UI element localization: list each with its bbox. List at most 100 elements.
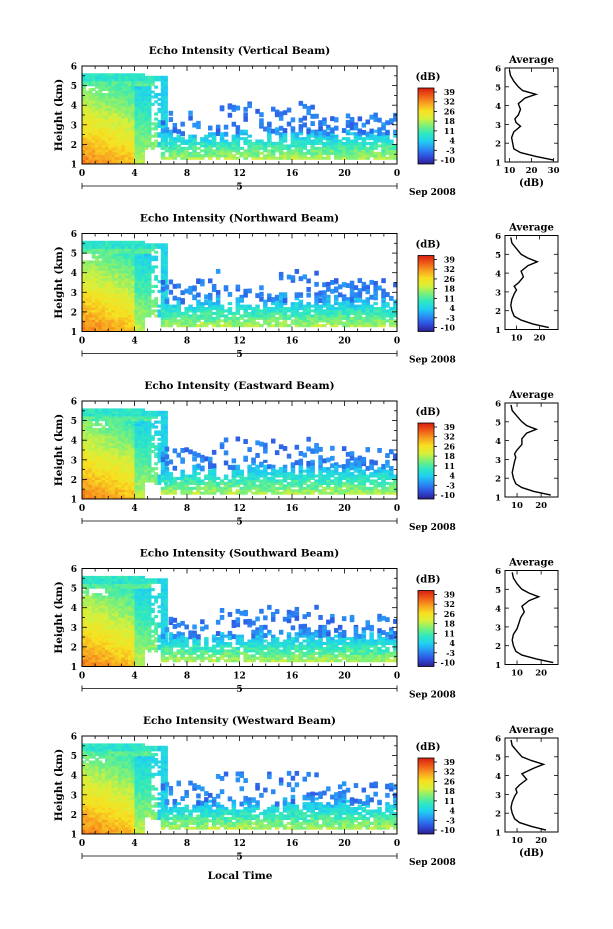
y-tick-label: 4 [71, 269, 77, 279]
colorbar-tick-label: 26 [444, 776, 456, 786]
x-tick-label: 20 [338, 839, 351, 849]
avg-y-tick-label: 6 [495, 567, 501, 577]
x-tick-label: 16 [286, 672, 299, 682]
x-tick-label: 8 [184, 169, 190, 179]
avg-y-tick-label: 6 [495, 65, 501, 75]
avg-y-tick-label: 3 [495, 623, 501, 633]
colorbar-tick-label: 18 [444, 284, 456, 294]
colorbar-tick-label: -3 [446, 145, 455, 155]
y-tick-label: 6 [71, 63, 77, 73]
x-tick-label: 20 [338, 337, 351, 347]
colorbar-tick-label: 32 [444, 599, 455, 609]
colorbar-tick-label: -10 [441, 658, 456, 668]
avg-y-tick-label: 1 [495, 661, 501, 671]
x-tick-label: 20 [338, 169, 351, 179]
x-tick-label: 12 [233, 839, 246, 849]
panel-title: Echo Intensity (Southward Beam) [140, 548, 339, 560]
date-label: Sep 2008 [409, 356, 456, 366]
avg-y-tick-label: 5 [495, 418, 501, 428]
avg-x-label: (dB) [519, 178, 544, 189]
x-tick-label: 12 [233, 337, 246, 347]
colorbar [417, 757, 435, 835]
y-tick-label: 1 [71, 831, 77, 841]
y-tick-label: 6 [71, 230, 77, 240]
average-profile-line [510, 404, 551, 496]
colorbar-tick-label: -10 [441, 825, 456, 835]
avg-x-tick-label: 20 [534, 334, 546, 344]
day-label: 5 [236, 350, 242, 360]
avg-y-tick-label: 1 [495, 159, 501, 169]
colorbar-unit: (dB) [416, 742, 441, 753]
x-tick-label: 12 [233, 169, 246, 179]
y-axis-label: Height (km) [53, 414, 65, 486]
colorbar-tick-label: -10 [441, 155, 456, 165]
y-tick-label: 1 [71, 328, 77, 338]
y-axis-label: Height (km) [53, 749, 65, 821]
colorbar-tick-label: 39 [444, 757, 456, 767]
average-title: Average [508, 223, 554, 234]
avg-y-tick-label: 5 [495, 586, 501, 596]
y-tick-label: 2 [71, 811, 77, 821]
average-frame [504, 737, 559, 833]
avg-y-tick-label: 2 [495, 475, 501, 485]
date-label: Sep 2008 [409, 523, 456, 533]
colorbar-tick-label: 11 [444, 461, 455, 471]
avg-y-tick-label: 3 [495, 288, 501, 298]
date-label: Sep 2008 [409, 188, 456, 198]
x-tick-label: 0 [79, 672, 85, 682]
x-tick-label: 16 [286, 504, 299, 514]
colorbar-tick-label: 39 [444, 422, 456, 432]
avg-x-tick-label: 10 [511, 334, 523, 344]
x-tick-label: 16 [286, 337, 299, 347]
colorbar-tick-label: 18 [444, 786, 456, 796]
x-tick-label: 0 [394, 839, 400, 849]
y-tick-label: 5 [71, 417, 77, 427]
avg-x-tick-label: 10 [503, 166, 515, 176]
avg-y-tick-label: 6 [495, 735, 501, 745]
y-tick-label: 4 [71, 437, 77, 447]
colorbar-unit: (dB) [416, 575, 441, 586]
panel-title: Echo Intensity (Westward Beam) [143, 715, 336, 727]
average-title: Average [508, 558, 554, 569]
day-label: 5 [236, 518, 242, 528]
y-tick-label: 5 [71, 585, 77, 595]
avg-y-tick-label: 4 [495, 605, 501, 615]
colorbar-tick-label: 18 [444, 451, 456, 461]
x-tick-label: 4 [131, 169, 137, 179]
avg-x-tick-label: 10 [511, 501, 523, 511]
avg-y-tick-label: 5 [495, 83, 501, 93]
colorbar-tick-label: 32 [444, 264, 455, 274]
y-tick-label: 6 [71, 398, 77, 408]
avg-x-tick-label: 30 [548, 166, 560, 176]
x-tick-label: 0 [394, 169, 400, 179]
colorbar-tick-label: 32 [444, 432, 455, 442]
y-tick-label: 3 [71, 289, 77, 299]
x-tick-label: 20 [338, 672, 351, 682]
average-profile-line [510, 739, 547, 831]
echo-intensity-heatmap [82, 575, 397, 667]
x-tick-label: 16 [286, 839, 299, 849]
x-tick-label: 4 [131, 839, 137, 849]
x-tick-label: 0 [394, 672, 400, 682]
avg-y-tick-label: 1 [495, 326, 501, 336]
avg-x-tick-label: 20 [535, 501, 547, 511]
avg-y-tick-label: 5 [495, 753, 501, 763]
x-tick-label: 12 [233, 672, 246, 682]
colorbar [417, 422, 435, 500]
echo-intensity-heatmap [82, 743, 397, 834]
y-axis-label: Height (km) [53, 79, 65, 151]
colorbar [417, 87, 435, 165]
avg-y-tick-label: 1 [495, 829, 501, 839]
colorbar-unit: (dB) [416, 72, 441, 83]
echo-intensity-heatmap [82, 408, 397, 499]
x-tick-label: 20 [338, 504, 351, 514]
avg-y-tick-label: 4 [495, 437, 501, 447]
avg-y-tick-label: 4 [495, 270, 501, 280]
y-tick-label: 6 [71, 733, 77, 743]
avg-x-tick-label: 20 [526, 166, 538, 176]
average-profile-line [511, 572, 554, 664]
avg-y-tick-label: 6 [495, 232, 501, 242]
panel-5: Echo Intensity (Westward Beam) Height (km… [53, 715, 559, 868]
x-tick-label: 12 [233, 504, 246, 514]
